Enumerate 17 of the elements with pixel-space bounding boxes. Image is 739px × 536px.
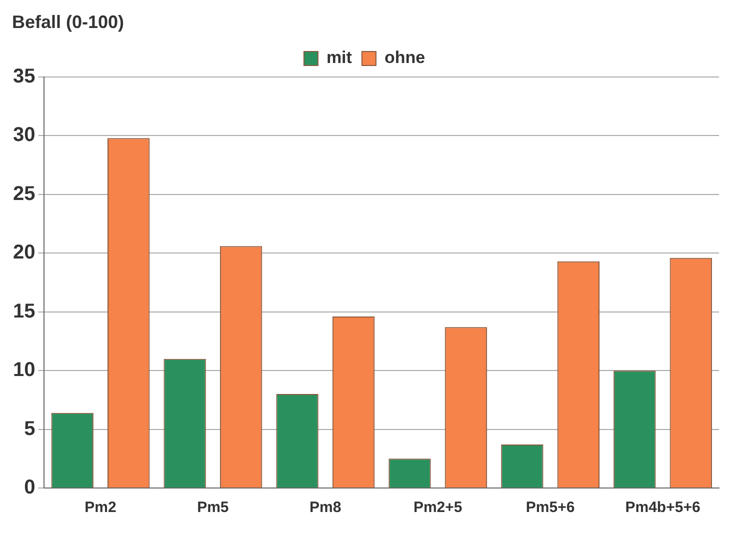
legend-label: ohne: [384, 48, 426, 68]
y-axis-title: Befall (0-100): [12, 12, 124, 33]
y-tick-label: 0: [24, 476, 36, 499]
x-tick-label: Pm8: [310, 499, 342, 516]
y-tick-label: 10: [12, 359, 36, 382]
y-tick-label: 35: [12, 66, 36, 88]
y-tick-label: 20: [12, 242, 36, 264]
y-tick-label: 30: [12, 124, 36, 146]
x-tick-label: Pm5+6: [526, 499, 575, 516]
x-tick-label: Pm2+5: [413, 499, 462, 516]
y-tick-label: 15: [12, 300, 36, 322]
x-tick-label: Pm5: [197, 499, 229, 516]
y-tick-label: 25: [12, 182, 36, 205]
y-tick-label: 5: [24, 418, 36, 440]
legend-label: mit: [326, 48, 352, 68]
x-tick-label: Pm4b+5+6: [625, 499, 700, 516]
x-tick-label: Pm2: [84, 499, 116, 516]
